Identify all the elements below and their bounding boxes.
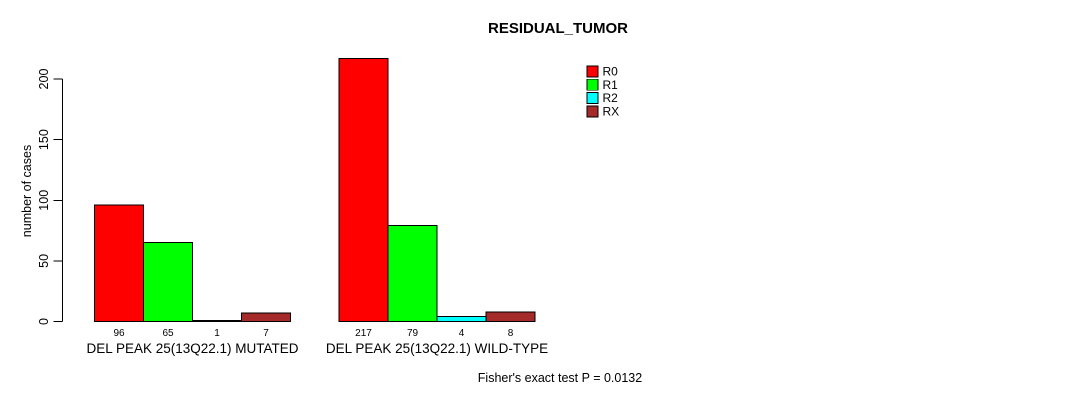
legend-label-r2: R2 — [603, 91, 619, 105]
y-axis-tick-label: 50 — [37, 254, 51, 268]
y-axis-tick-label: 200 — [37, 69, 51, 90]
y-axis-tick-label: 100 — [37, 190, 51, 211]
bar-value-label: 1 — [214, 328, 220, 339]
bar-value-label: 7 — [263, 328, 269, 339]
bar-value-label: 8 — [508, 328, 514, 339]
bars-layer — [94, 57, 536, 323]
legend-swatch-r0 — [586, 65, 599, 78]
bar-r0-group2 — [338, 57, 389, 322]
fisher-test-annotation: Fisher's exact test P = 0.0132 — [478, 371, 642, 385]
bar-value-label: 96 — [113, 328, 125, 339]
bar-value-labels-layer: 96 217 65 79 1 4 7 8 — [113, 328, 513, 339]
legend-label-r0: R0 — [603, 65, 619, 79]
bar-value-label: 4 — [459, 328, 465, 339]
y-axis-tick-label: 0 — [37, 318, 51, 325]
bar-value-label: 217 — [355, 328, 372, 339]
bar-rx-group2 — [485, 311, 536, 322]
category-label-wild-type: DEL PEAK 25(13Q22.1) WILD-TYPE — [326, 341, 548, 356]
chart-title: RESIDUAL_TUMOR — [488, 20, 628, 37]
bar-value-label: 79 — [407, 328, 419, 339]
bar-r0-group1 — [94, 204, 144, 323]
legend-label-rx: RX — [603, 104, 620, 118]
y-axis-title: number of cases — [20, 145, 34, 237]
legend-swatch-r1 — [586, 78, 599, 91]
bar-r2-group2 — [436, 316, 487, 322]
category-label-mutated: DEL PEAK 25(13Q22.1) MUTATED — [86, 341, 298, 356]
legend-swatch-rx — [586, 105, 599, 118]
bar-rx-group1 — [241, 312, 291, 323]
y-axis: 0 50 100 150 200 — [37, 69, 63, 325]
y-axis-tick-label: 150 — [37, 129, 51, 150]
bar-value-label: 65 — [162, 328, 174, 339]
legend-swatch-r2 — [586, 92, 599, 104]
bar-r1-group2 — [387, 225, 438, 322]
bar-r1-group1 — [143, 242, 193, 322]
bar-r2-group1 — [192, 319, 242, 323]
legend-label-r1: R1 — [603, 78, 619, 92]
